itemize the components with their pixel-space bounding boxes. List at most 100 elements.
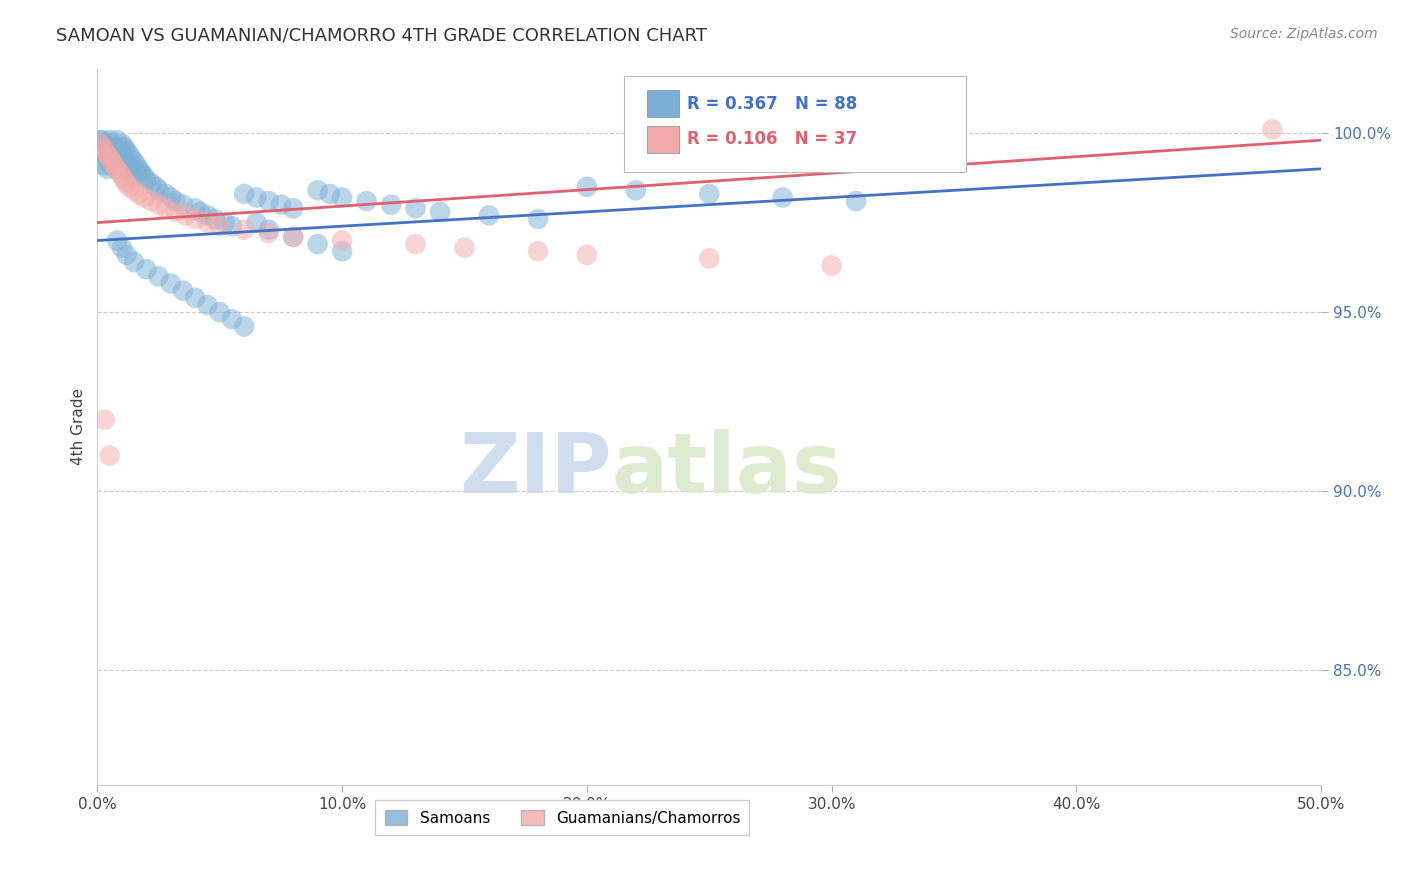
- Point: [575, 248, 598, 262]
- Point: [148, 183, 170, 197]
- FancyBboxPatch shape: [647, 126, 679, 153]
- Point: [453, 241, 475, 255]
- Point: [98, 449, 121, 463]
- Point: [93, 144, 115, 158]
- Point: [91, 144, 114, 158]
- Point: [527, 212, 550, 227]
- Point: [233, 319, 256, 334]
- Point: [821, 259, 844, 273]
- Point: [115, 176, 138, 190]
- Point: [111, 241, 134, 255]
- Point: [103, 140, 125, 154]
- Point: [96, 140, 118, 154]
- Point: [257, 223, 280, 237]
- Text: Source: ZipAtlas.com: Source: ZipAtlas.com: [1230, 27, 1378, 41]
- Point: [103, 158, 125, 172]
- Point: [330, 190, 353, 204]
- Point: [283, 230, 305, 244]
- Point: [108, 165, 131, 179]
- Point: [697, 186, 720, 201]
- Point: [245, 216, 267, 230]
- Point: [172, 284, 194, 298]
- Point: [165, 194, 187, 208]
- Point: [165, 204, 187, 219]
- Point: [122, 183, 145, 197]
- Point: [108, 140, 131, 154]
- Point: [405, 237, 427, 252]
- Point: [380, 197, 402, 211]
- Point: [188, 204, 211, 219]
- Point: [174, 208, 197, 222]
- Point: [159, 277, 181, 291]
- Point: [208, 305, 231, 319]
- Point: [772, 190, 794, 204]
- Point: [132, 169, 155, 183]
- Point: [112, 140, 135, 154]
- Point: [93, 158, 115, 172]
- Text: atlas: atlas: [612, 429, 842, 510]
- Point: [233, 186, 256, 201]
- Point: [283, 201, 305, 215]
- Point: [118, 147, 141, 161]
- Point: [330, 234, 353, 248]
- Point: [697, 252, 720, 266]
- Point: [93, 136, 115, 151]
- Point: [184, 201, 207, 215]
- Point: [283, 230, 305, 244]
- Point: [105, 161, 128, 176]
- Point: [101, 154, 124, 169]
- Point: [184, 291, 207, 305]
- Text: ZIP: ZIP: [458, 429, 612, 510]
- Point: [172, 197, 194, 211]
- Point: [122, 255, 145, 269]
- Point: [221, 312, 243, 326]
- Point: [112, 172, 135, 186]
- Point: [197, 298, 219, 312]
- Point: [115, 158, 138, 172]
- FancyBboxPatch shape: [624, 76, 966, 172]
- Point: [96, 161, 118, 176]
- Point: [89, 136, 111, 151]
- Point: [214, 216, 236, 230]
- Point: [478, 208, 501, 222]
- Point: [141, 194, 163, 208]
- Point: [148, 269, 170, 284]
- Point: [91, 133, 114, 147]
- Point: [135, 172, 157, 186]
- Text: SAMOAN VS GUAMANIAN/CHAMORRO 4TH GRADE CORRELATION CHART: SAMOAN VS GUAMANIAN/CHAMORRO 4TH GRADE C…: [56, 27, 707, 45]
- Point: [96, 151, 118, 165]
- Point: [101, 151, 124, 165]
- Point: [197, 208, 219, 222]
- Point: [96, 147, 118, 161]
- Point: [128, 186, 150, 201]
- Point: [118, 161, 141, 176]
- Point: [101, 136, 124, 151]
- Point: [103, 154, 125, 169]
- FancyBboxPatch shape: [647, 90, 679, 117]
- Point: [125, 158, 148, 172]
- Point: [118, 179, 141, 194]
- Point: [128, 161, 150, 176]
- Point: [527, 244, 550, 259]
- Point: [98, 133, 121, 147]
- Point: [270, 197, 292, 211]
- Point: [98, 158, 121, 172]
- Point: [155, 201, 177, 215]
- Point: [257, 194, 280, 208]
- Point: [131, 165, 153, 179]
- Point: [405, 201, 427, 215]
- Point: [204, 212, 226, 227]
- Point: [108, 154, 131, 169]
- Point: [112, 154, 135, 169]
- Point: [98, 151, 121, 165]
- Point: [93, 412, 115, 426]
- Y-axis label: 4th Grade: 4th Grade: [72, 388, 86, 466]
- Point: [1261, 122, 1284, 136]
- Point: [307, 237, 329, 252]
- Point: [135, 262, 157, 277]
- Point: [98, 144, 121, 158]
- Point: [105, 147, 128, 161]
- Point: [257, 227, 280, 241]
- Point: [105, 234, 128, 248]
- Point: [121, 151, 143, 165]
